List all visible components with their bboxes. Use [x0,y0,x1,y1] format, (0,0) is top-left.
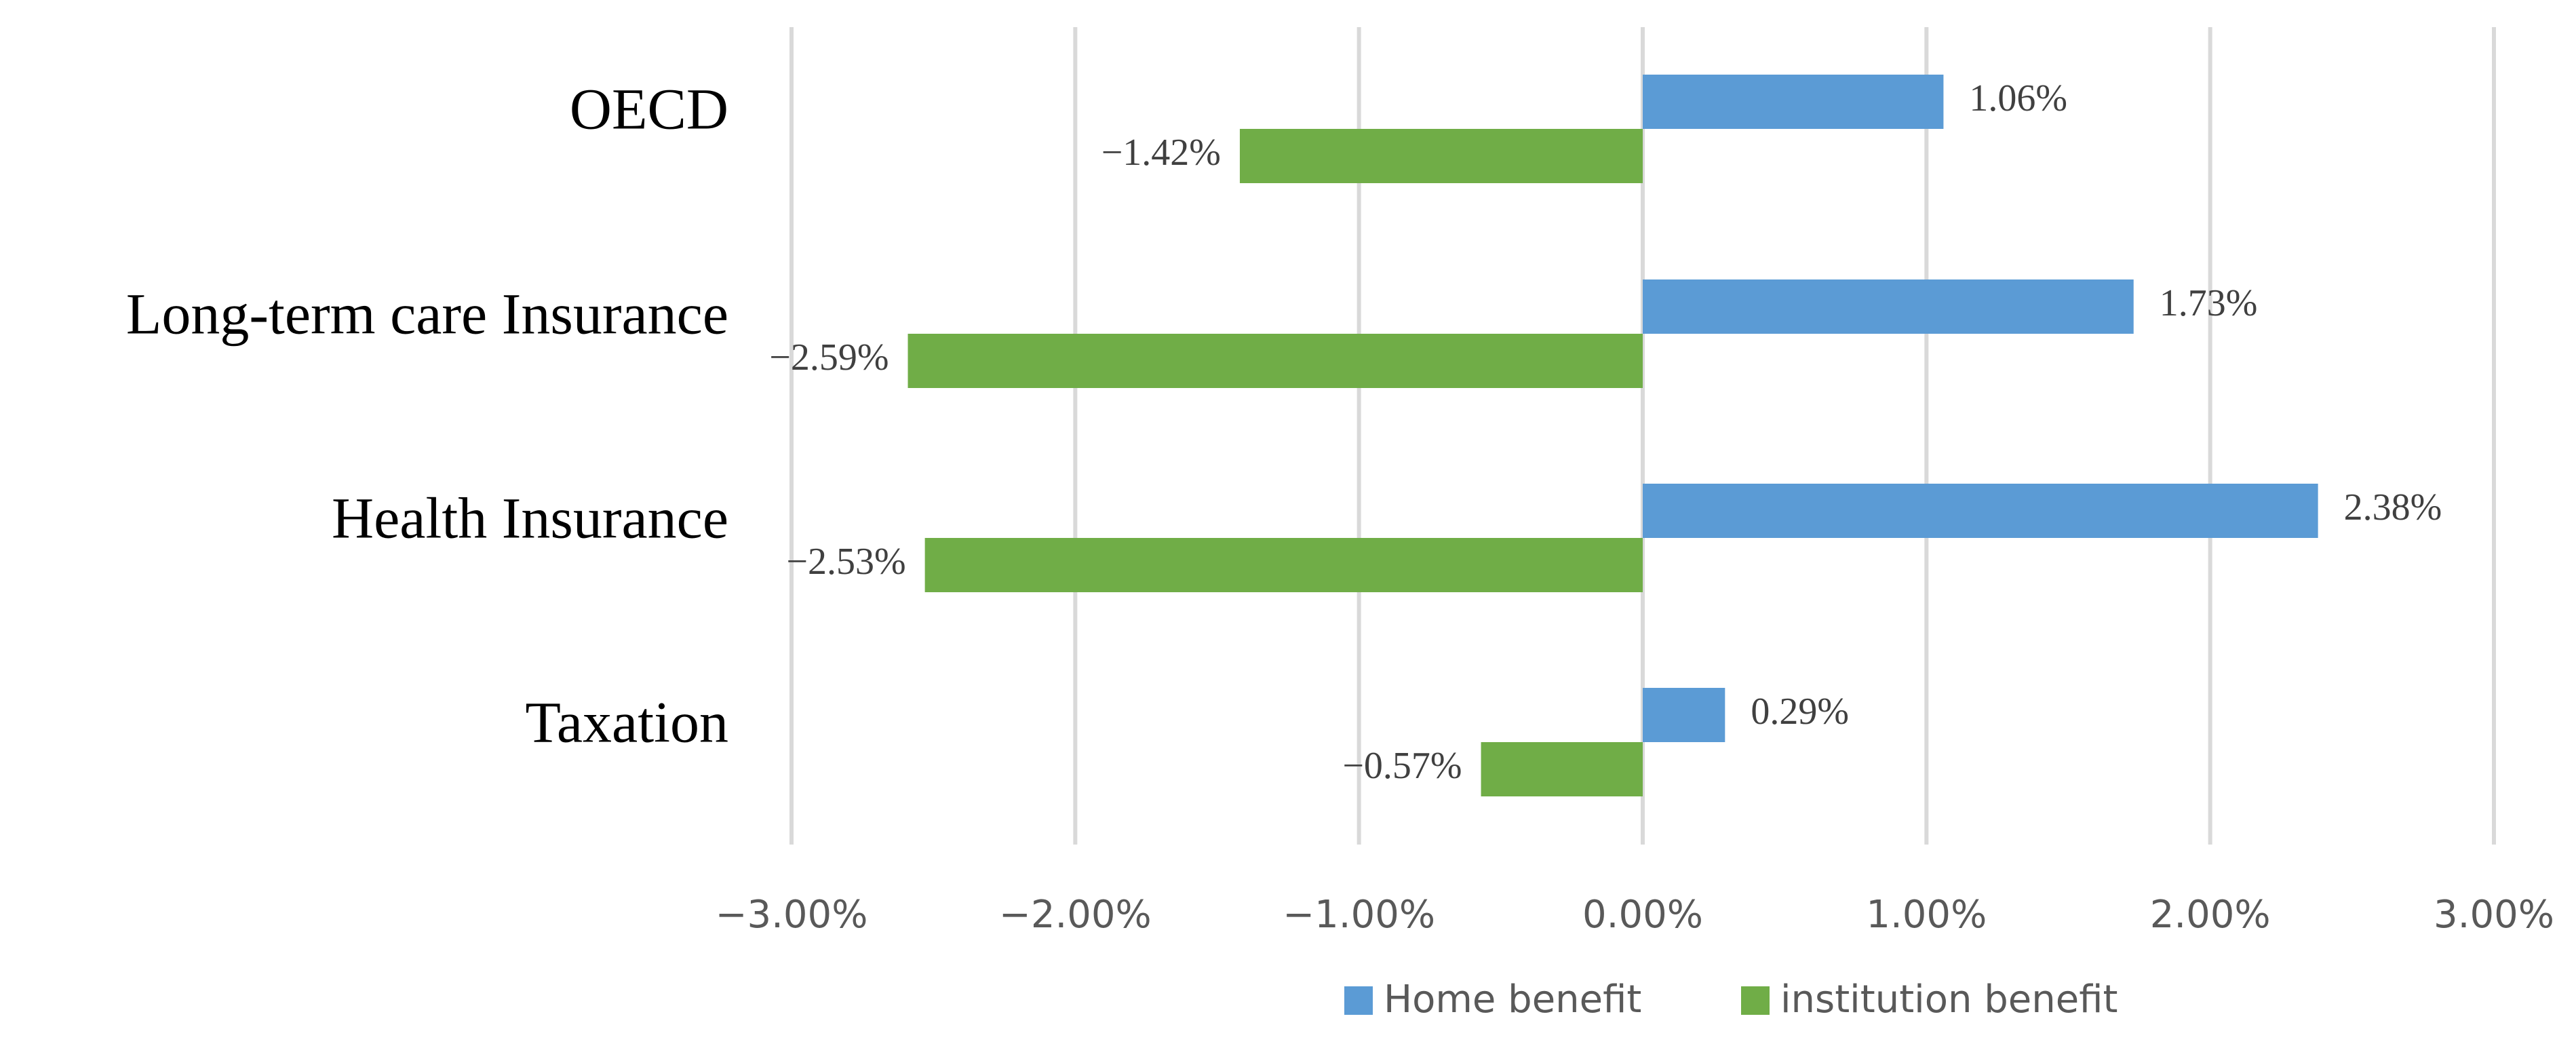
tick-label-3: 0.00% [1582,893,1703,937]
legend-institution-label: institution benefit [1780,978,2118,1022]
data-label-home-0: 1.06% [1969,77,2067,119]
bar-institution-0 [1239,129,1643,183]
legend-institution-swatch [1741,986,1770,1015]
legend-home-swatch [1344,986,1373,1015]
bar-institution-3 [1481,742,1643,796]
tick-label-0: −3.00% [716,893,868,937]
data-label-institution-1: −2.59% [769,336,889,379]
category-label-2: Health Insurance [332,486,728,551]
legend: Home benefit institution benefit [1344,978,2118,1022]
category-label-0: OECD [570,77,728,142]
data-label-home-2: 2.38% [2344,486,2442,528]
bar-home-3 [1643,688,1725,742]
tick-label-2: −1.00% [1283,893,1435,937]
category-label-3: Taxation [525,690,728,755]
data-label-home-1: 1.73% [2160,282,2258,324]
tick-label-1: −2.00% [999,893,1152,937]
x-axis-ticks: −3.00% −2.00% −1.00% 0.00% 1.00% 2.00% 3.00% [716,893,2554,937]
data-label-home-3: 0.29% [1751,691,1849,733]
tick-label-5: 2.00% [2150,893,2271,937]
bar-institution-1 [908,334,1643,388]
tick-label-4: 1.00% [1866,893,1987,937]
bar-home-1 [1643,279,2134,334]
data-label-institution-2: −2.53% [786,541,905,583]
data-label-institution-0: −1.42% [1101,132,1221,174]
category-labels: OECD Long-term care Insurance Health Insur… [126,77,728,755]
bar-home-2 [1643,484,2318,538]
bars [908,75,2318,796]
bar-home-0 [1643,75,1944,129]
category-label-1: Long-term care Insurance [126,282,728,347]
bar-institution-2 [924,538,1643,592]
data-label-institution-3: −0.57% [1342,745,1462,787]
legend-home-label: Home benefit [1384,978,1641,1022]
data-labels: 1.06% −1.42% 1.73% −2.59% 2.38% −2.53% 0.29% −0… [769,77,2442,787]
tick-label-6: 3.00% [2434,893,2554,937]
